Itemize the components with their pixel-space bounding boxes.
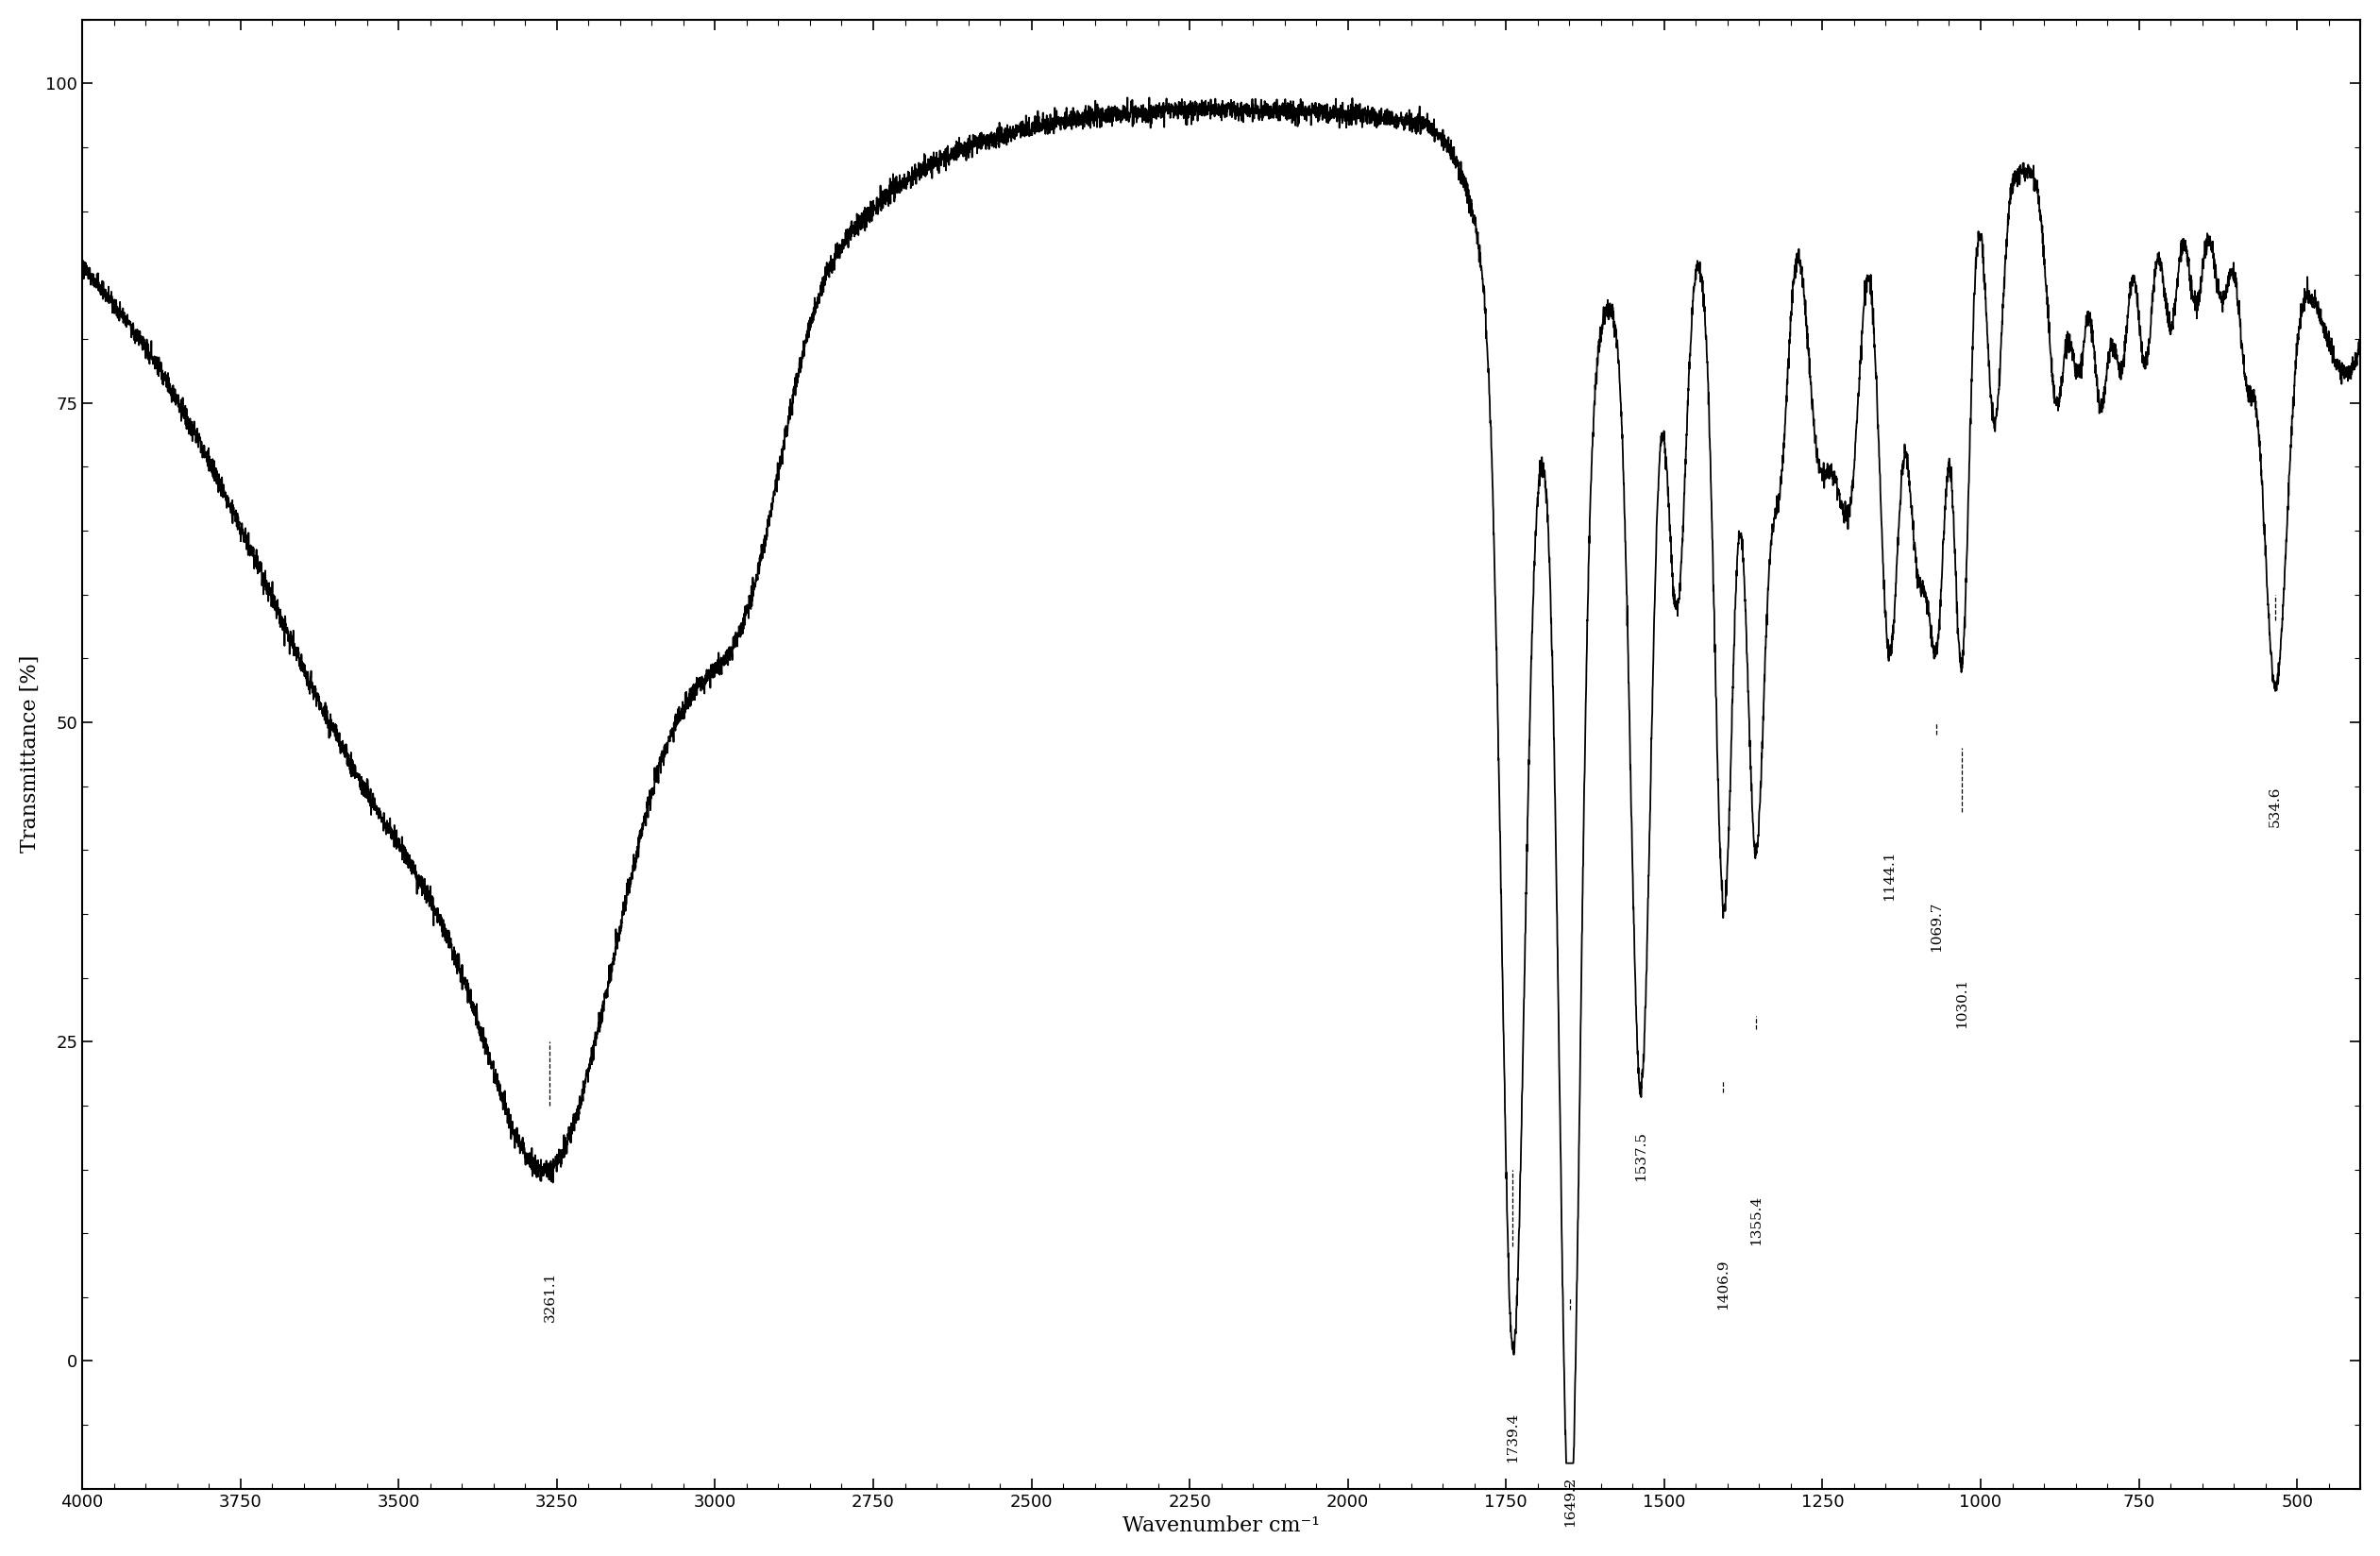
Text: 1649.2: 1649.2 bbox=[1564, 1477, 1576, 1526]
Text: 1030.1: 1030.1 bbox=[1954, 977, 1968, 1029]
Text: 3261.1: 3261.1 bbox=[543, 1271, 557, 1323]
X-axis label: Wavenumber cm⁻¹: Wavenumber cm⁻¹ bbox=[1123, 1516, 1321, 1536]
Text: 1355.4: 1355.4 bbox=[1749, 1195, 1761, 1245]
Text: 1537.5: 1537.5 bbox=[1635, 1131, 1647, 1181]
Y-axis label: Transmittance [%]: Transmittance [%] bbox=[19, 655, 40, 853]
Text: 1406.9: 1406.9 bbox=[1716, 1259, 1730, 1309]
Text: 534.6: 534.6 bbox=[2268, 786, 2282, 828]
Text: 1069.7: 1069.7 bbox=[1930, 901, 1942, 952]
Text: 1739.4: 1739.4 bbox=[1507, 1413, 1518, 1463]
Text: 1144.1: 1144.1 bbox=[1883, 850, 1897, 901]
